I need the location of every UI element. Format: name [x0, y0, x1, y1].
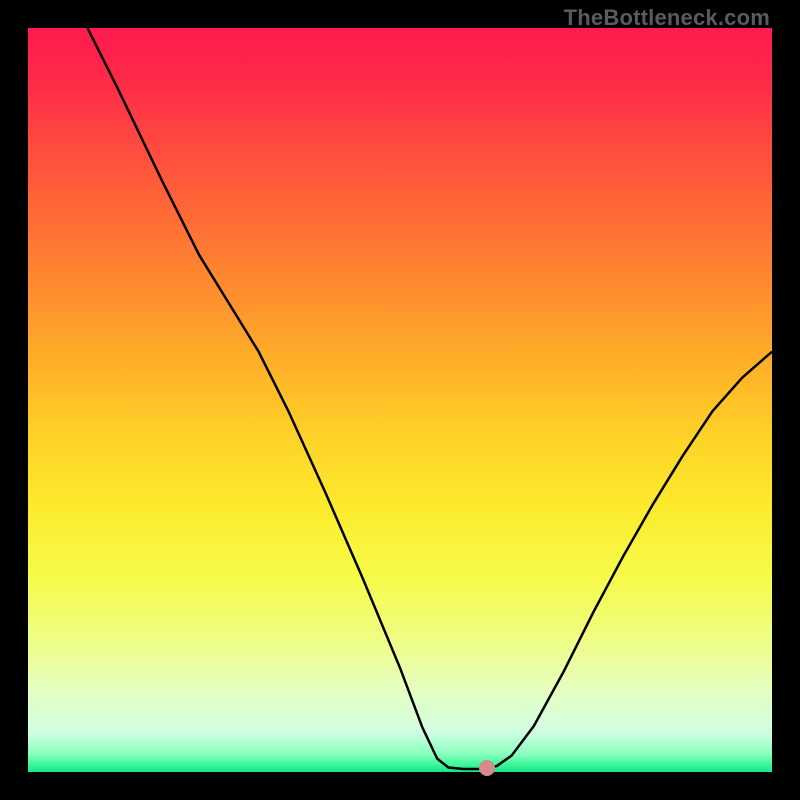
- bottleneck-curve: [28, 28, 772, 772]
- watermark-text: TheBottleneck.com: [564, 5, 770, 31]
- plot-area: [28, 28, 772, 772]
- optimal-point-marker: [479, 760, 495, 776]
- bottleneck-chart: TheBottleneck.com: [0, 0, 800, 800]
